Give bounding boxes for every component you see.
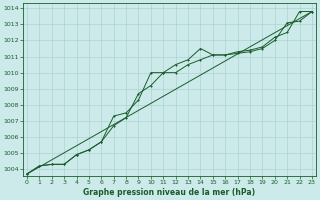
X-axis label: Graphe pression niveau de la mer (hPa): Graphe pression niveau de la mer (hPa) [84,188,256,197]
